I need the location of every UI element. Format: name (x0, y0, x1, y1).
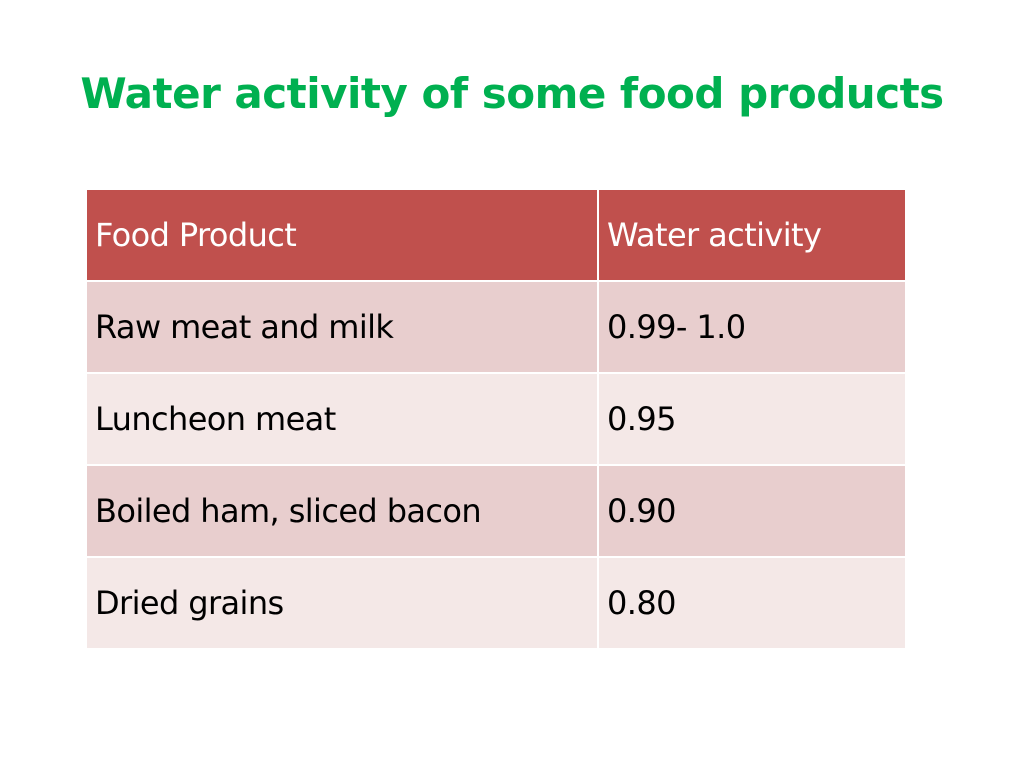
food-product-cell: Raw meat and milk (85, 280, 599, 374)
column-header-water-activity: Water activity (597, 188, 907, 282)
water-activity-cell: 0.99- 1.0 (597, 280, 907, 374)
table-row: Boiled ham, sliced bacon 0.90 (85, 464, 907, 558)
table-row: Luncheon meat 0.95 (85, 372, 907, 466)
food-product-cell: Luncheon meat (85, 372, 599, 466)
table-body: Raw meat and milk 0.99- 1.0 Luncheon mea… (85, 280, 907, 650)
column-header-food-product: Food Product (85, 188, 599, 282)
table-row: Raw meat and milk 0.99- 1.0 (85, 280, 907, 374)
table-row: Dried grains 0.80 (85, 556, 907, 650)
table-header: Food Product Water activity (85, 188, 907, 282)
food-product-cell: Dried grains (85, 556, 599, 650)
water-activity-cell: 0.90 (597, 464, 907, 558)
water-activity-table: Food Product Water activity Raw meat and… (85, 188, 907, 650)
table-header-row: Food Product Water activity (85, 188, 907, 282)
slide-title: Water activity of some food products (80, 69, 944, 118)
water-activity-cell: 0.95 (597, 372, 907, 466)
food-product-cell: Boiled ham, sliced bacon (85, 464, 599, 558)
water-activity-cell: 0.80 (597, 556, 907, 650)
